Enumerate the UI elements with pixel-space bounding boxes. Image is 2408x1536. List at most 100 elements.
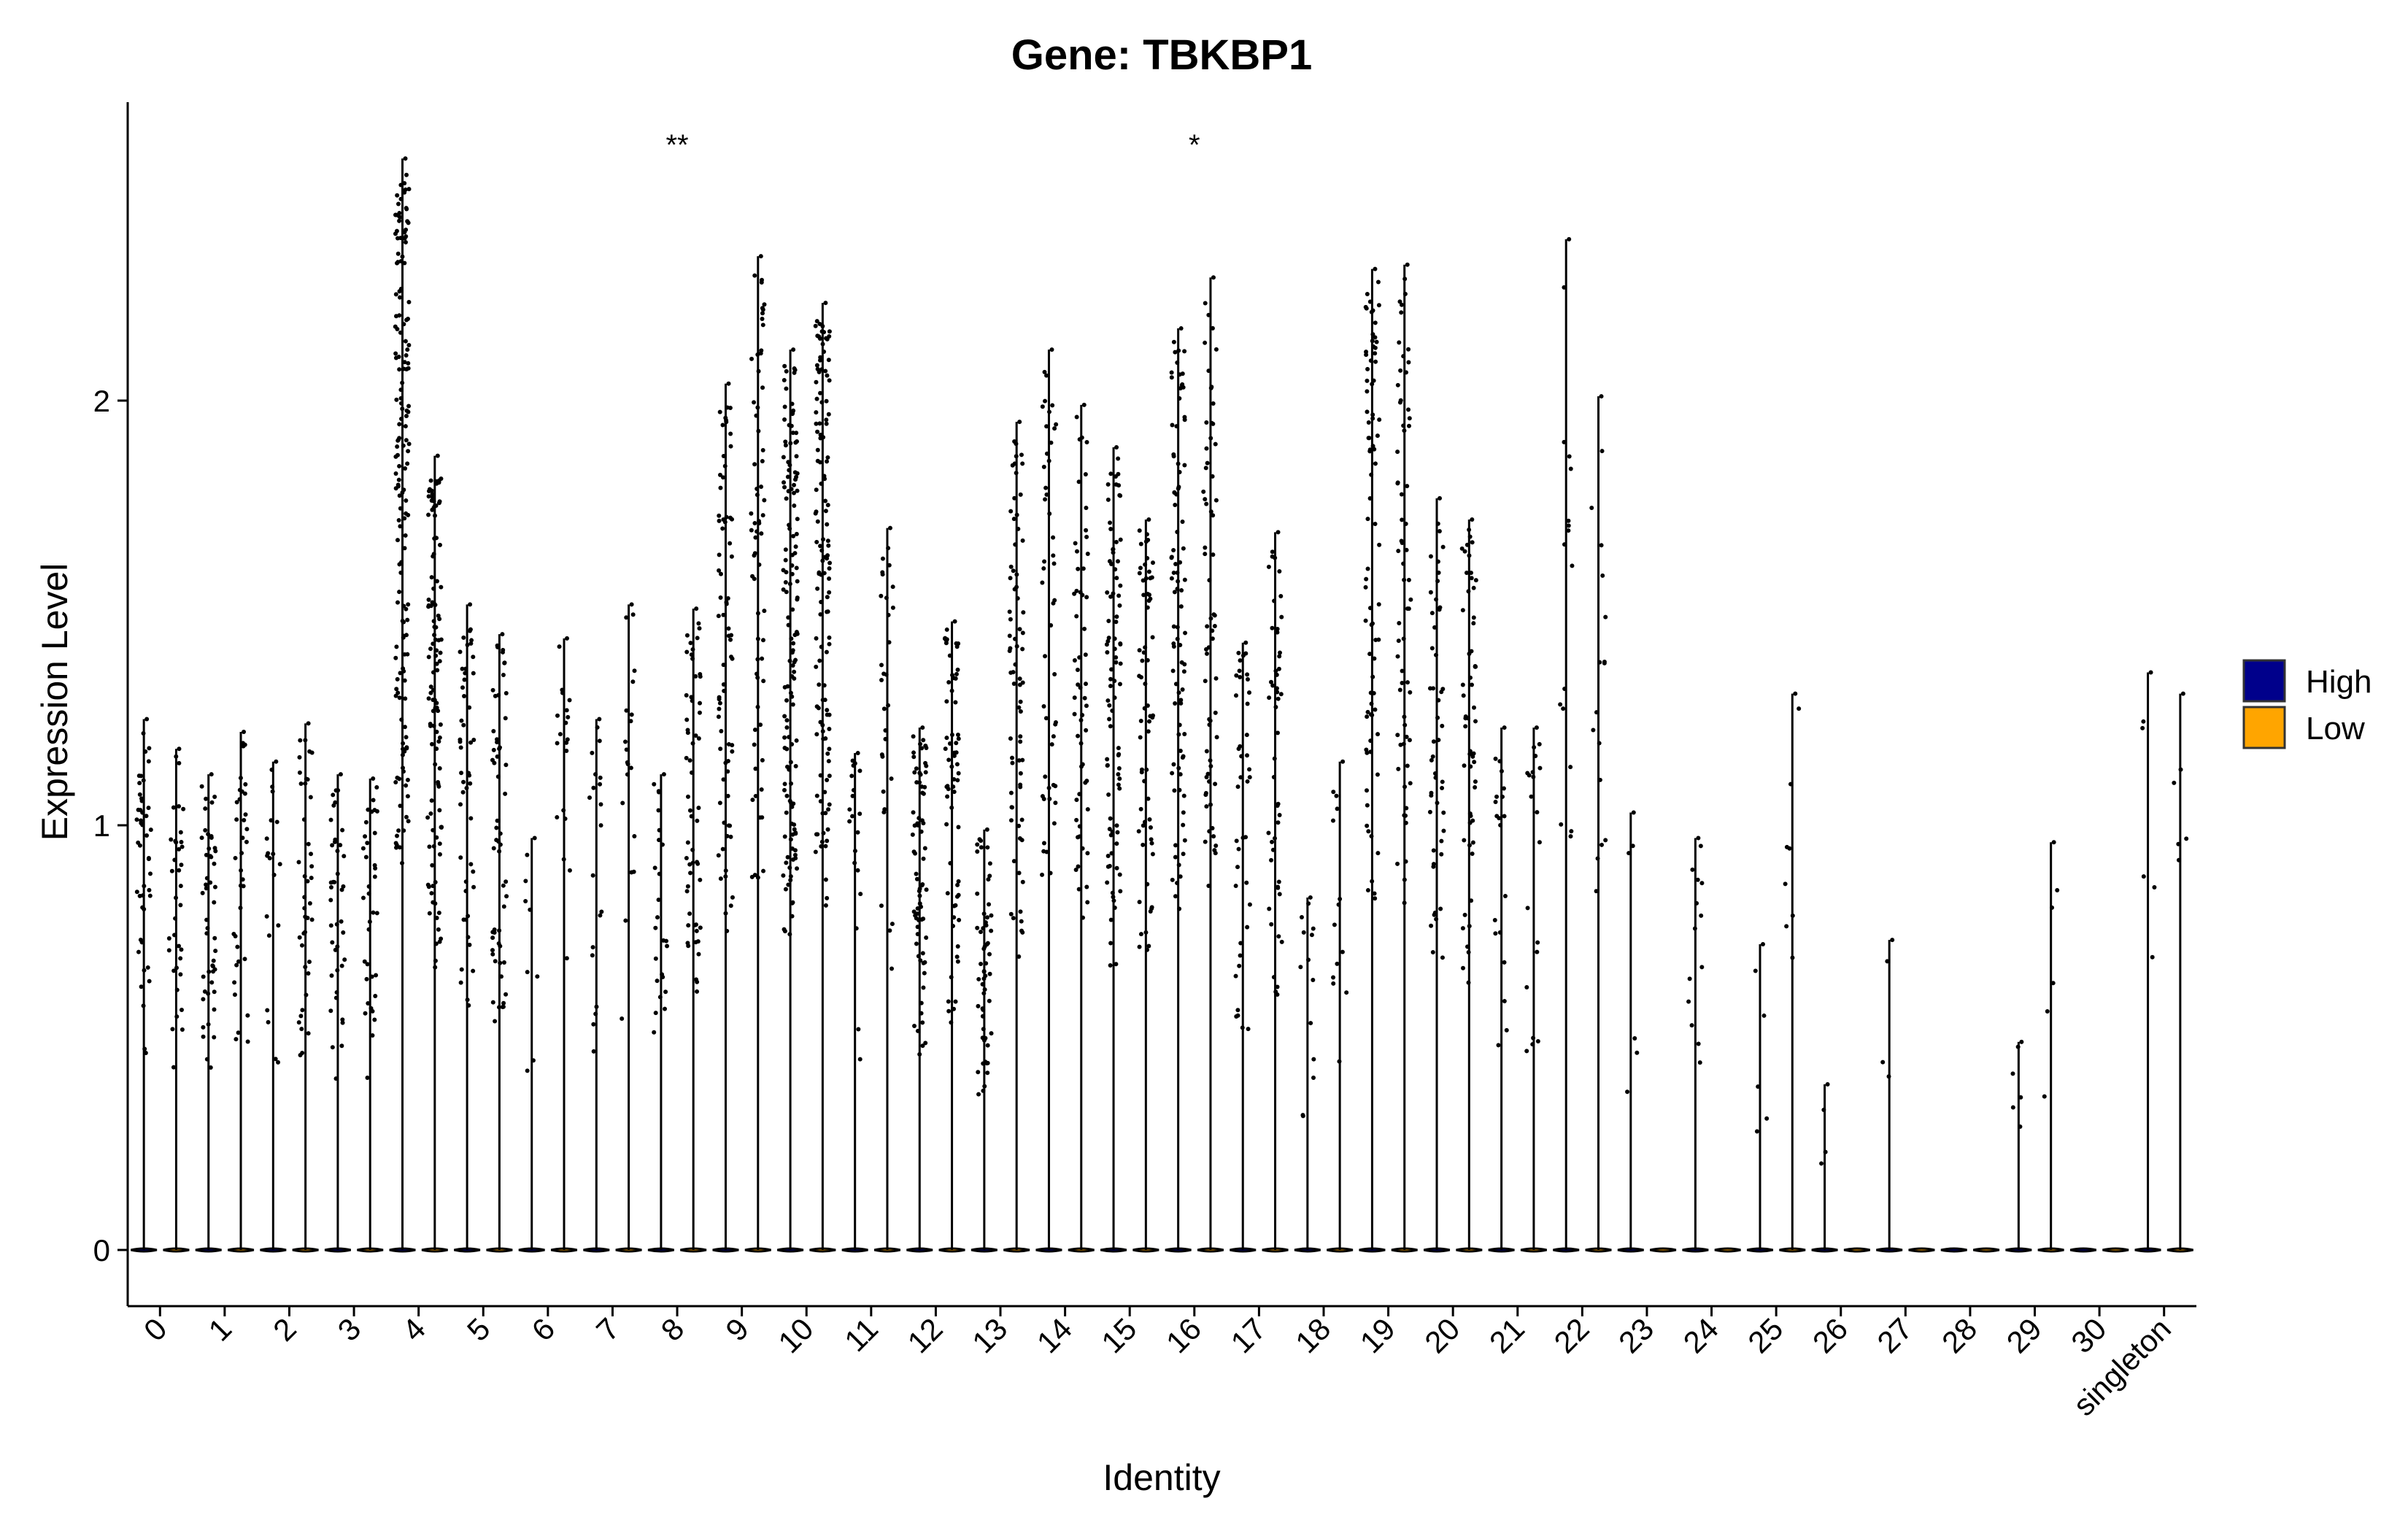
data-point (1463, 724, 1468, 729)
data-point (1469, 898, 1474, 903)
data-point (1176, 579, 1181, 584)
data-point (792, 503, 797, 508)
data-point (463, 671, 468, 676)
data-point (890, 605, 895, 610)
data-point (944, 627, 949, 632)
data-point (1499, 768, 1504, 773)
data-point (781, 873, 786, 878)
data-point (1177, 470, 1182, 475)
data-point (815, 519, 820, 524)
data-point (393, 324, 398, 329)
data-point (1013, 542, 1018, 547)
data-point (975, 849, 980, 854)
data-point (2180, 691, 2185, 696)
data-point (1635, 1050, 1640, 1055)
data-point (1206, 312, 1211, 317)
data-point (403, 696, 408, 701)
data-point (335, 968, 340, 973)
data-point (1428, 554, 1433, 559)
data-point (139, 984, 144, 989)
data-point (1276, 666, 1281, 671)
data-point (730, 517, 735, 522)
data-point (302, 873, 307, 879)
data-point (718, 746, 723, 752)
data-point (943, 641, 949, 646)
data-point (1566, 523, 1571, 528)
data-point (398, 401, 404, 406)
data-point (434, 701, 439, 706)
data-point (1245, 672, 1250, 677)
data-point (986, 877, 991, 882)
data-point (437, 542, 442, 547)
data-point (340, 1020, 345, 1025)
data-point (365, 1076, 370, 1081)
data-point (567, 868, 572, 873)
data-point (1308, 895, 1313, 900)
data-point (1330, 818, 1335, 823)
data-point (755, 704, 760, 709)
data-point (1016, 954, 1022, 959)
data-point (1276, 530, 1281, 535)
data-point (787, 658, 792, 663)
data-point (399, 560, 404, 565)
data-point (760, 385, 765, 390)
data-point (685, 728, 690, 733)
data-point (2141, 719, 2146, 724)
data-point (406, 602, 411, 607)
data-point (823, 509, 828, 514)
data-point (722, 688, 727, 693)
data-point (458, 980, 463, 985)
data-point (1699, 913, 1704, 918)
data-point (1114, 576, 1119, 581)
data-point (1049, 623, 1054, 628)
data-point (624, 615, 629, 620)
data-point (1277, 654, 1282, 659)
data-point (1470, 754, 1475, 759)
data-point (1108, 816, 1113, 821)
data-point (1790, 913, 1795, 918)
data-point (503, 879, 509, 884)
data-point (1370, 308, 1375, 313)
data-point (1150, 560, 1155, 566)
data-point (1461, 965, 1466, 970)
data-point (437, 765, 442, 771)
data-point (1148, 825, 1153, 830)
data-point (656, 808, 661, 813)
data-point (1010, 805, 1015, 810)
data-point (1019, 928, 1024, 933)
data-point (492, 930, 497, 935)
data-point (174, 1014, 180, 1019)
data-point (171, 968, 177, 973)
data-point (1537, 741, 1542, 746)
data-point (788, 874, 793, 879)
data-point (1687, 976, 1692, 981)
data-point (1625, 1089, 1630, 1095)
data-point (660, 972, 665, 977)
data-point (1052, 426, 1057, 431)
data-point (1105, 497, 1111, 502)
data-point (915, 906, 920, 911)
data-point (857, 768, 863, 773)
data-point (334, 990, 339, 995)
data-point (428, 647, 433, 652)
data-point (790, 410, 795, 415)
data-point (945, 794, 950, 799)
data-point (1467, 924, 1472, 929)
data-point (632, 668, 637, 674)
data-point (1111, 591, 1116, 596)
data-point (459, 771, 464, 776)
data-point (825, 595, 830, 600)
data-point (1073, 541, 1078, 546)
data-point (1406, 347, 1411, 352)
data-point (1311, 926, 1316, 931)
data-point (177, 760, 182, 765)
data-point (497, 746, 502, 752)
data-point (146, 759, 151, 764)
data-point (206, 1022, 211, 1027)
data-point (1106, 636, 1111, 641)
data-point (1561, 706, 1566, 711)
data-point (598, 913, 603, 918)
data-point (397, 367, 402, 372)
data-point (817, 421, 822, 426)
data-point (818, 799, 823, 804)
